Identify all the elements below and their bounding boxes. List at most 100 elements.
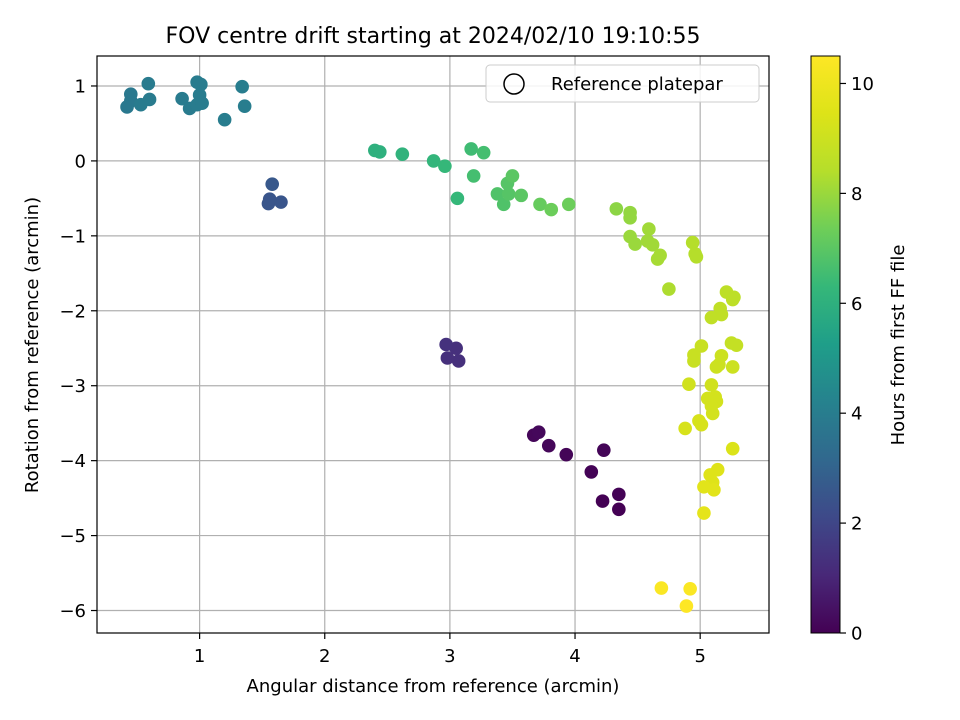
y-tick-label: −6 bbox=[59, 601, 86, 622]
y-tick-label: −5 bbox=[59, 526, 86, 547]
data-point bbox=[595, 494, 610, 508]
data-point bbox=[438, 159, 452, 173]
data-point bbox=[725, 441, 740, 456]
data-point bbox=[194, 77, 208, 92]
data-point bbox=[609, 202, 624, 216]
data-point bbox=[561, 197, 576, 212]
data-point bbox=[533, 197, 547, 212]
data-point bbox=[531, 425, 546, 439]
data-point bbox=[395, 147, 410, 161]
y-tick-label: 0 bbox=[75, 151, 86, 172]
legend: Reference platepar bbox=[485, 64, 760, 103]
colorbar-label: Hours from first FF file bbox=[888, 245, 909, 446]
data-point bbox=[683, 581, 697, 596]
data-point bbox=[628, 237, 642, 251]
data-point bbox=[612, 487, 626, 502]
data-point bbox=[464, 142, 478, 156]
data-point bbox=[729, 338, 744, 353]
data-point bbox=[678, 421, 692, 436]
y-axis-label: Rotation from reference (arcmin) bbox=[22, 197, 43, 493]
data-point bbox=[175, 91, 189, 106]
data-point bbox=[725, 360, 740, 374]
data-point bbox=[440, 351, 455, 365]
data-point bbox=[597, 443, 611, 457]
colorbar-tick-label: 10 bbox=[851, 74, 874, 95]
data-point bbox=[466, 169, 481, 183]
data-point bbox=[195, 96, 209, 111]
colorbar-tick-label: 4 bbox=[851, 404, 862, 425]
data-point bbox=[689, 250, 704, 264]
data-point bbox=[496, 197, 511, 212]
x-tick-label: 4 bbox=[569, 646, 580, 667]
x-tick-label: 2 bbox=[319, 646, 330, 667]
data-point bbox=[559, 447, 574, 462]
data-point bbox=[505, 169, 520, 183]
y-tick-label: −4 bbox=[59, 451, 86, 472]
data-point bbox=[697, 506, 711, 520]
data-point bbox=[687, 354, 701, 368]
grid-lines bbox=[97, 56, 769, 633]
data-point bbox=[141, 76, 156, 91]
chart-title: FOV centre drift starting at 2024/02/10 … bbox=[166, 24, 701, 49]
y-tick-label: −3 bbox=[59, 376, 86, 397]
data-point bbox=[645, 238, 660, 252]
data-point bbox=[490, 187, 505, 201]
data-point bbox=[451, 354, 466, 368]
colorbar-tick-label: 6 bbox=[851, 294, 862, 315]
data-point bbox=[426, 154, 441, 168]
data-point bbox=[694, 339, 709, 353]
data-point bbox=[217, 112, 232, 127]
data-point bbox=[541, 438, 556, 453]
data-point bbox=[235, 79, 249, 94]
data-point bbox=[237, 99, 252, 114]
data-point bbox=[142, 92, 157, 107]
data-point bbox=[476, 145, 491, 160]
data-point bbox=[584, 465, 599, 479]
data-point bbox=[450, 191, 465, 206]
data-point bbox=[514, 188, 529, 203]
data-point bbox=[274, 195, 288, 209]
data-point bbox=[265, 177, 279, 191]
data-point bbox=[262, 192, 277, 206]
data-point bbox=[679, 599, 694, 613]
y-tick-label: −2 bbox=[59, 301, 86, 322]
data-point bbox=[612, 502, 626, 517]
y-axis-ticks: 1 0 −1 −2 −3 −4 −5 −6 bbox=[59, 76, 97, 622]
data-point bbox=[685, 235, 700, 250]
data-point bbox=[501, 187, 516, 201]
colorbar: 0 2 4 6 8 10 Hours from first FF file bbox=[810, 55, 909, 645]
data-point bbox=[654, 581, 669, 595]
legend-entry-label: Reference platepar bbox=[551, 74, 723, 95]
plot-frame bbox=[96, 55, 770, 634]
data-point bbox=[650, 252, 665, 266]
data-point bbox=[694, 417, 709, 432]
data-point bbox=[373, 145, 387, 159]
x-axis-label: Angular distance from reference (arcmin) bbox=[247, 676, 620, 697]
data-point bbox=[642, 222, 656, 236]
data-points bbox=[120, 75, 744, 613]
data-point bbox=[662, 282, 676, 296]
data-point bbox=[439, 337, 453, 352]
colorbar-tick-label: 2 bbox=[851, 514, 862, 535]
data-point bbox=[623, 211, 637, 225]
y-tick-label: −1 bbox=[59, 226, 86, 247]
data-point bbox=[705, 406, 720, 421]
x-axis-ticks: 1 2 3 4 5 bbox=[194, 633, 706, 667]
colorbar-gradient bbox=[810, 55, 841, 634]
data-point bbox=[544, 202, 559, 217]
data-point bbox=[707, 483, 721, 497]
x-tick-label: 3 bbox=[444, 646, 455, 667]
colorbar-tick-label: 0 bbox=[851, 624, 862, 645]
y-tick-label: 1 bbox=[75, 76, 86, 97]
data-point bbox=[704, 378, 719, 392]
data-point bbox=[712, 357, 726, 372]
colorbar-ticks: 0 2 4 6 8 10 bbox=[840, 74, 874, 645]
legend-marker-circle-icon bbox=[503, 73, 525, 95]
data-point bbox=[704, 310, 719, 325]
colorbar-tick-label: 8 bbox=[851, 184, 862, 205]
data-point bbox=[682, 377, 696, 392]
data-point bbox=[725, 292, 740, 307]
data-point bbox=[123, 87, 138, 102]
x-tick-label: 1 bbox=[194, 646, 205, 667]
